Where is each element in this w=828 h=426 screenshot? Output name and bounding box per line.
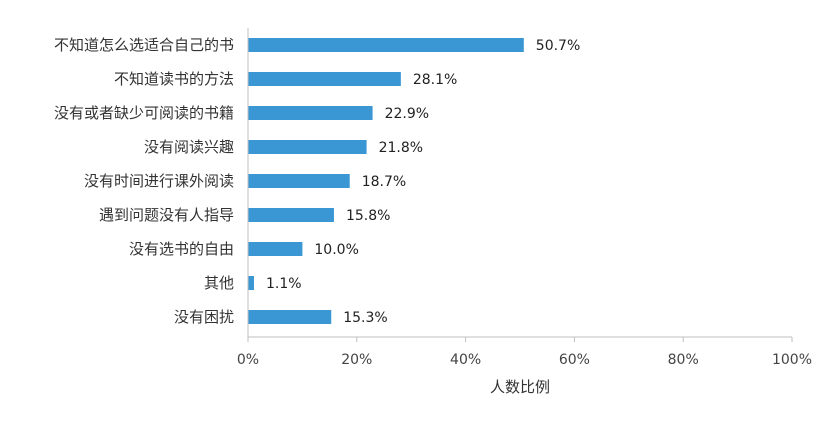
category-label: 没有或者缺少可阅读的书籍 (54, 104, 234, 122)
bar (248, 140, 367, 154)
bar (248, 242, 303, 256)
data-label: 21.8% (379, 140, 423, 156)
data-label: 22.9% (385, 106, 429, 122)
data-label: 10.0% (314, 242, 358, 258)
x-tick-label: 40% (450, 352, 481, 368)
x-ticks: 0% 20% 40% 60% 80% 100% (237, 337, 812, 368)
bar (248, 174, 350, 188)
x-axis-title: 人数比例 (490, 378, 550, 396)
category-label: 没有选书的自由 (129, 240, 234, 258)
data-label: 28.1% (413, 72, 457, 88)
bar (248, 276, 254, 290)
category-label: 其他 (204, 274, 234, 292)
category-label: 不知道怎么选适合自己的书 (54, 36, 234, 54)
bars-layer (248, 38, 524, 324)
bar (248, 310, 332, 324)
bar (248, 72, 401, 86)
labels-layer: 不知道怎么选适合自己的书 50.7% 不知道读书的方法 28.1% 没有或者缺少可阅读的… (54, 36, 580, 326)
x-tick-label: 0% (237, 352, 259, 368)
bar (248, 208, 334, 222)
data-label: 18.7% (362, 174, 406, 190)
category-label: 不知道读书的方法 (114, 70, 234, 88)
x-axis (247, 28, 792, 338)
x-tick-label: 100% (772, 352, 812, 368)
bar (248, 38, 524, 52)
category-label: 遇到问题没有人指导 (99, 206, 234, 224)
x-tick-label: 60% (559, 352, 590, 368)
data-label: 15.8% (346, 208, 390, 224)
category-label: 没有阅读兴趣 (144, 138, 234, 156)
data-label: 50.7% (536, 38, 580, 54)
bar (248, 106, 373, 120)
category-label: 没有困扰 (174, 308, 234, 326)
category-label: 没有时间进行课外阅读 (84, 172, 234, 190)
data-label: 15.3% (343, 310, 387, 326)
data-label: 1.1% (266, 276, 302, 292)
x-tick-label: 20% (341, 352, 372, 368)
x-tick-label: 80% (668, 352, 699, 368)
